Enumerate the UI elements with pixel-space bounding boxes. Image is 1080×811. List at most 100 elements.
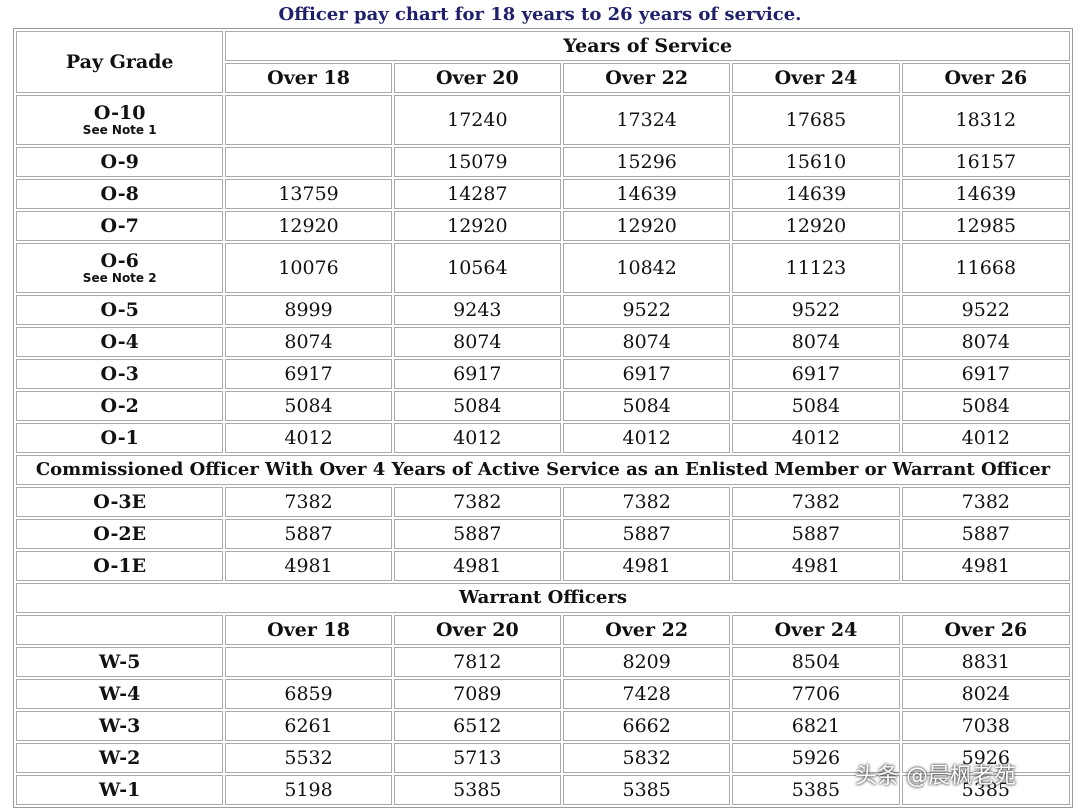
value-cell: 9243 — [393, 295, 562, 325]
table-row: W-3 6261 6512 6662 6821 7038 — [16, 711, 1070, 741]
value-cell: 5887 — [225, 519, 392, 549]
value-cell: 8074 — [901, 327, 1070, 357]
value-cell: 5887 — [732, 519, 900, 549]
grade-cell: O-8 — [16, 179, 224, 209]
value-cell: 8024 — [901, 679, 1070, 709]
table-row: O-1E 4981 4981 4981 4981 4981 — [16, 551, 1070, 581]
value-cell: 8074 — [393, 327, 562, 357]
value-cell — [225, 147, 392, 177]
column-header: Over 18 — [225, 63, 392, 93]
page-title: Officer pay chart for 18 years to 26 yea… — [278, 4, 802, 25]
value-cell: 5385 — [563, 775, 731, 805]
value-cell: 5198 — [225, 775, 392, 805]
value-cell: 7089 — [393, 679, 562, 709]
table-row: Over 18 Over 20 Over 22 Over 24 Over 26 — [16, 63, 1070, 93]
table-row: O-3 6917 6917 6917 6917 6917 — [16, 359, 1070, 389]
value-cell: 5887 — [563, 519, 731, 549]
table-row: O-2E 5887 5887 5887 5887 5887 — [16, 519, 1070, 549]
value-cell: 15610 — [732, 147, 900, 177]
section-title: Commissioned Officer With Over 4 Years o… — [16, 455, 1070, 485]
grade-cell: O-2E — [16, 519, 224, 549]
grade-label: O-8 — [100, 183, 139, 205]
value-cell: 5385 — [901, 775, 1070, 805]
pay-table: Pay Grade Years of Service Over 18 Over 20 O… — [13, 28, 1073, 808]
table-row: Warrant Officers — [16, 583, 1070, 613]
table-row: O-9 15079 15296 15610 16157 — [16, 147, 1070, 177]
grade-label: W-5 — [98, 651, 141, 673]
table-row: Commissioned Officer With Over 4 Years o… — [16, 455, 1070, 485]
table-row: O-5 8999 9243 9522 9522 9522 — [16, 295, 1070, 325]
value-cell: 7382 — [393, 487, 562, 517]
value-cell: 5084 — [393, 391, 562, 421]
column-header: Over 22 — [563, 63, 731, 93]
grade-label: O-7 — [100, 215, 139, 237]
table-row: O-1 4012 4012 4012 4012 4012 — [16, 423, 1070, 453]
value-cell: 5084 — [225, 391, 392, 421]
value-cell: 4981 — [563, 551, 731, 581]
grade-cell: O-3E — [16, 487, 224, 517]
value-cell: 4012 — [393, 423, 562, 453]
years-header: Years of Service — [225, 31, 1070, 61]
value-cell: 10076 — [225, 243, 392, 293]
value-cell: 5926 — [732, 743, 900, 773]
value-cell: 7382 — [225, 487, 392, 517]
value-cell: 5832 — [563, 743, 731, 773]
value-cell: 6821 — [732, 711, 900, 741]
value-cell: 5887 — [393, 519, 562, 549]
table-row: W-1 5198 5385 5385 5385 5385 — [16, 775, 1070, 805]
grade-label: O-10 — [93, 102, 146, 124]
value-cell: 17324 — [563, 95, 731, 145]
value-cell: 5887 — [901, 519, 1070, 549]
value-cell: 15079 — [393, 147, 562, 177]
grade-label: O-2 — [100, 395, 139, 417]
table-row: Pay Grade Years of Service — [16, 31, 1070, 93]
grade-cell: O-1 — [16, 423, 224, 453]
value-cell: 12985 — [901, 211, 1070, 241]
value-cell: 5385 — [732, 775, 900, 805]
column-header: Over 26 — [901, 615, 1070, 645]
column-header: Over 18 — [225, 615, 392, 645]
value-cell: 6859 — [225, 679, 392, 709]
grade-label: O-3 — [100, 363, 139, 385]
table-body: Pay Grade Years of Service Over 18 Over 20 O… — [16, 31, 1070, 805]
value-cell: 4981 — [393, 551, 562, 581]
value-cell: 8999 — [225, 295, 392, 325]
section-title: Warrant Officers — [16, 583, 1070, 613]
value-cell: 5532 — [225, 743, 392, 773]
grade-label: O-6 — [100, 250, 139, 272]
value-cell: 16157 — [901, 147, 1070, 177]
value-cell: 9522 — [563, 295, 731, 325]
grade-label: W-2 — [98, 747, 141, 769]
value-cell: 9522 — [901, 295, 1070, 325]
value-cell: 6917 — [563, 359, 731, 389]
table-row: W-2 5532 5713 5832 5926 5926 — [16, 743, 1070, 773]
grade-cell: O-2 — [16, 391, 224, 421]
value-cell: 12920 — [732, 211, 900, 241]
value-cell: 5713 — [393, 743, 562, 773]
grade-cell: O-1E — [16, 551, 224, 581]
value-cell: 4981 — [225, 551, 392, 581]
value-cell: 6917 — [732, 359, 900, 389]
column-header: Over 20 — [393, 615, 562, 645]
grade-label: W-1 — [98, 779, 141, 801]
empty-header — [16, 615, 224, 645]
value-cell: 4012 — [225, 423, 392, 453]
value-cell: 14287 — [393, 179, 562, 209]
value-cell: 10842 — [563, 243, 731, 293]
value-cell: 5084 — [563, 391, 731, 421]
column-header: Over 22 — [563, 615, 731, 645]
grade-cell: W-5 — [16, 647, 224, 677]
value-cell: 9522 — [732, 295, 900, 325]
value-cell: 6917 — [393, 359, 562, 389]
value-cell: 5926 — [901, 743, 1070, 773]
value-cell: 7382 — [901, 487, 1070, 517]
table-row: Over 18 Over 20 Over 22 Over 24 Over 26 — [16, 615, 1070, 645]
value-cell: 12920 — [225, 211, 392, 241]
value-cell: 18312 — [901, 95, 1070, 145]
value-cell: 14639 — [901, 179, 1070, 209]
grade-cell: W-4 — [16, 679, 224, 709]
value-cell: 12920 — [563, 211, 731, 241]
value-cell: 17240 — [393, 95, 562, 145]
table-row: O-4 8074 8074 8074 8074 8074 — [16, 327, 1070, 357]
